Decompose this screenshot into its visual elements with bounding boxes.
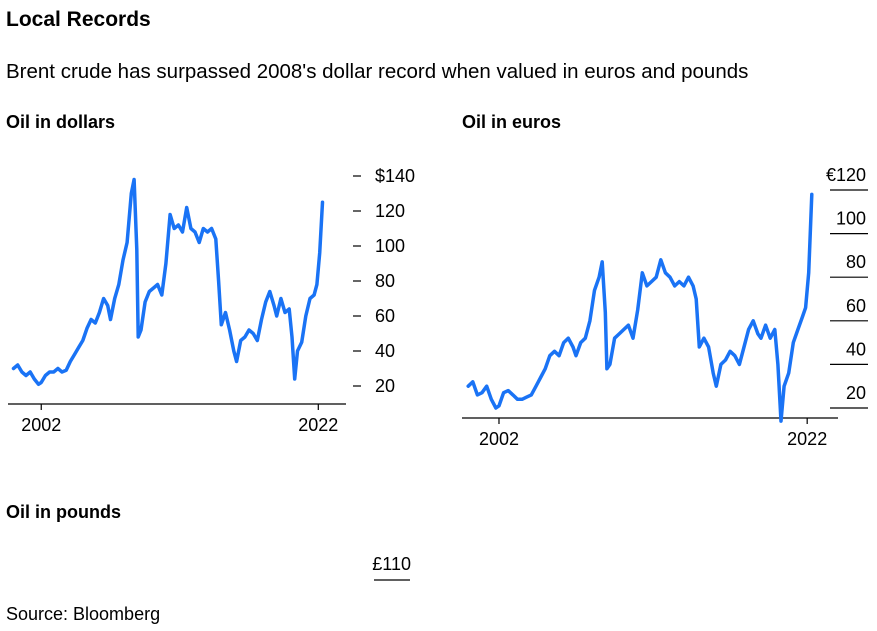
- panel-title-euros: Oil in euros: [462, 112, 562, 132]
- y-tick-label: 120: [375, 201, 405, 221]
- dollar-price-line: [11, 177, 325, 387]
- y-tick-label: €120: [826, 165, 866, 185]
- y-tick-label: 100: [375, 236, 405, 256]
- y-tick-label: 80: [375, 271, 395, 291]
- y-tick-label: 80: [846, 252, 866, 272]
- y-tick-label: 20: [375, 376, 395, 396]
- y-tick-label: £110: [372, 554, 411, 574]
- x-tick-label: 2002: [479, 429, 519, 449]
- y-tick-label: 60: [846, 296, 866, 316]
- x-tick-label: 2002: [21, 415, 61, 435]
- y-tick-label: 100: [836, 209, 866, 229]
- chart-title: Local Records: [6, 8, 151, 31]
- y-tick-label: 60: [375, 306, 395, 326]
- y-tick-label: 20: [846, 383, 866, 403]
- x-tick-label: 2022: [787, 429, 827, 449]
- euro-price-line: [466, 192, 814, 423]
- panel-title-pounds: Oil in pounds: [6, 502, 121, 522]
- x-tick-label: 2022: [298, 415, 338, 435]
- source-note: Source: Bloomberg: [6, 604, 161, 624]
- panel-title-dollars: Oil in dollars: [6, 112, 116, 132]
- y-tick-label: 40: [846, 339, 866, 359]
- chart-subtitle: Brent crude has surpassed 2008's dollar …: [6, 60, 749, 83]
- y-tick-label: $140: [375, 166, 415, 186]
- y-tick-label: 40: [375, 341, 395, 361]
